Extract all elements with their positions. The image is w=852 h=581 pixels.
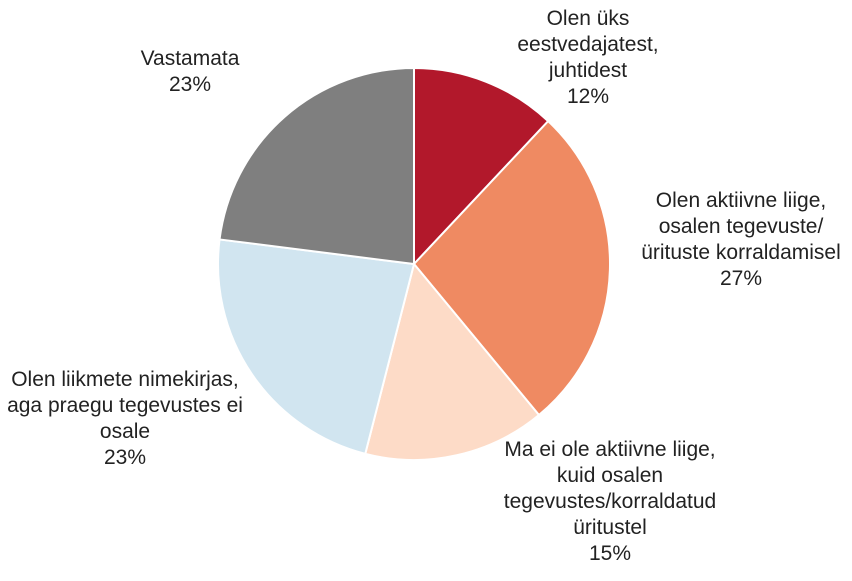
- pie-slice: [364, 261, 541, 461]
- value-label: 15%: [588, 542, 632, 565]
- slice-label: Olen aktiivne liige, osalen tegevuste/ür…: [626, 188, 852, 292]
- category-label: Olen üks eestvedajatest, juhtidest: [517, 7, 659, 82]
- slice-label: Olen üks eestvedajatest, juhtidest 12%: [498, 6, 678, 110]
- pie-slice: [217, 238, 416, 456]
- pie-slice: [412, 119, 611, 417]
- value-label: 23%: [168, 73, 212, 96]
- pie-slice: [218, 66, 415, 266]
- slice-label: Vastamata 23%: [110, 46, 270, 98]
- category-label: Ma ei ole aktiivne liige, kuid osalen te…: [503, 438, 717, 539]
- value-label: 23%: [103, 446, 147, 469]
- category-label: Olen aktiivne liige, osalen tegevuste/ür…: [641, 189, 841, 264]
- value-label: 27%: [719, 267, 763, 290]
- pie-slice: [413, 66, 550, 267]
- value-label: 12%: [566, 85, 610, 108]
- slice-label: Olen liikmete nimekirjas, aga praegu teg…: [5, 367, 245, 471]
- category-label: Vastamata: [140, 47, 240, 70]
- category-label: Olen liikmete nimekirjas, aga praegu teg…: [7, 368, 243, 443]
- slice-label: Ma ei ole aktiivne liige, kuid osalen te…: [495, 437, 725, 567]
